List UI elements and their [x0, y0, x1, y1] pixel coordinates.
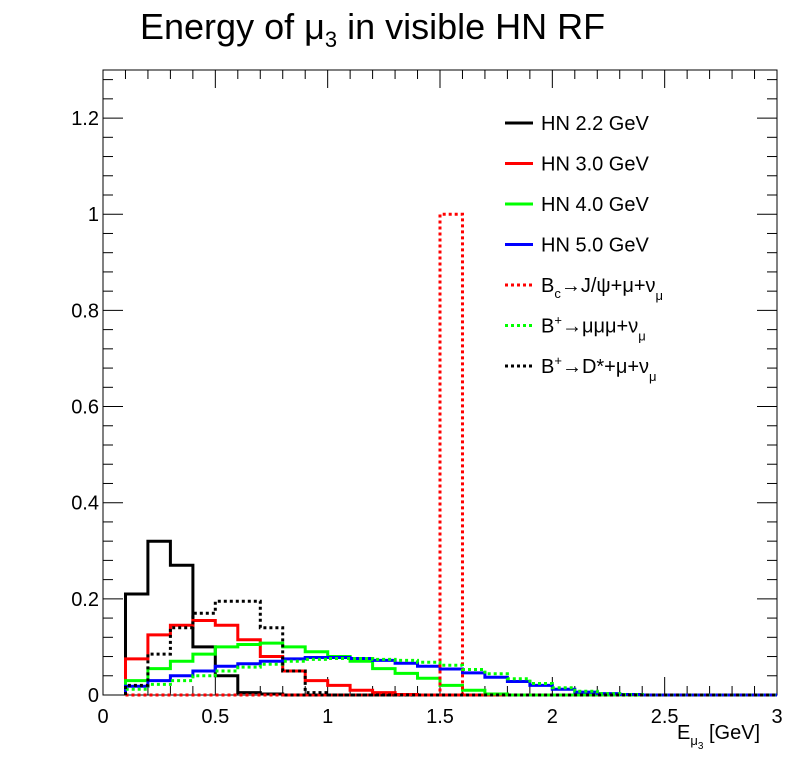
y-tick-label: 0	[88, 685, 99, 707]
x-axis-title: Eμ3 [GeV]	[677, 722, 760, 752]
legend-label: HN 2.2 GeV	[541, 113, 649, 135]
legend-label: HN 5.0 GeV	[541, 235, 649, 257]
x-tick-label: 2	[547, 706, 558, 728]
x-tick-label: 3	[771, 706, 782, 728]
y-tick-label: 1	[88, 204, 99, 226]
y-tick-label: 0.8	[71, 300, 99, 322]
series-1-line	[124, 619, 777, 697]
x-tick-label: 0	[97, 706, 108, 728]
series-5-line	[124, 657, 777, 697]
x-tick-label: 2.5	[651, 706, 679, 728]
series-6-line	[124, 599, 777, 697]
axes: 0 0.5 1 1.5 2 2.5 3 0 0.2 0.4 0.6 0.8 1 1.2	[71, 70, 783, 728]
y-tick-label: 0.6	[71, 397, 99, 419]
series-4-line	[125, 212, 777, 697]
legend-label: HN 3.0 GeV	[541, 154, 649, 176]
series-layer	[124, 212, 777, 697]
legend: HN 2.2 GeV HN 3.0 GeV HN 4.0 GeV HN 5.0 GeV…	[505, 113, 663, 384]
x-tick-label: 1	[322, 706, 333, 728]
legend-label: B+→μμμ+νμ	[541, 313, 646, 344]
x-tick-label: 0.5	[201, 706, 229, 728]
title-main: Energy of μ	[140, 6, 325, 47]
legend-label: Bc→J/ψ+μ+νμ	[541, 275, 663, 303]
legend-label: HN 4.0 GeV	[541, 194, 649, 216]
y-tick-label: 1.2	[71, 108, 99, 130]
x-axis-label: Eμ3 [GeV]	[677, 722, 760, 752]
y-tick-label: 0.4	[71, 493, 99, 515]
legend-label: B+→D*+μ+νμ	[541, 353, 657, 384]
x-tick-label: 1.5	[426, 706, 454, 728]
title-sub: 3	[324, 27, 338, 53]
title-rest: in visible HN RF	[337, 6, 606, 47]
y-tick-label: 0.2	[71, 589, 99, 611]
chart-title: Energy of μ3 in visible HN RF	[140, 6, 605, 53]
